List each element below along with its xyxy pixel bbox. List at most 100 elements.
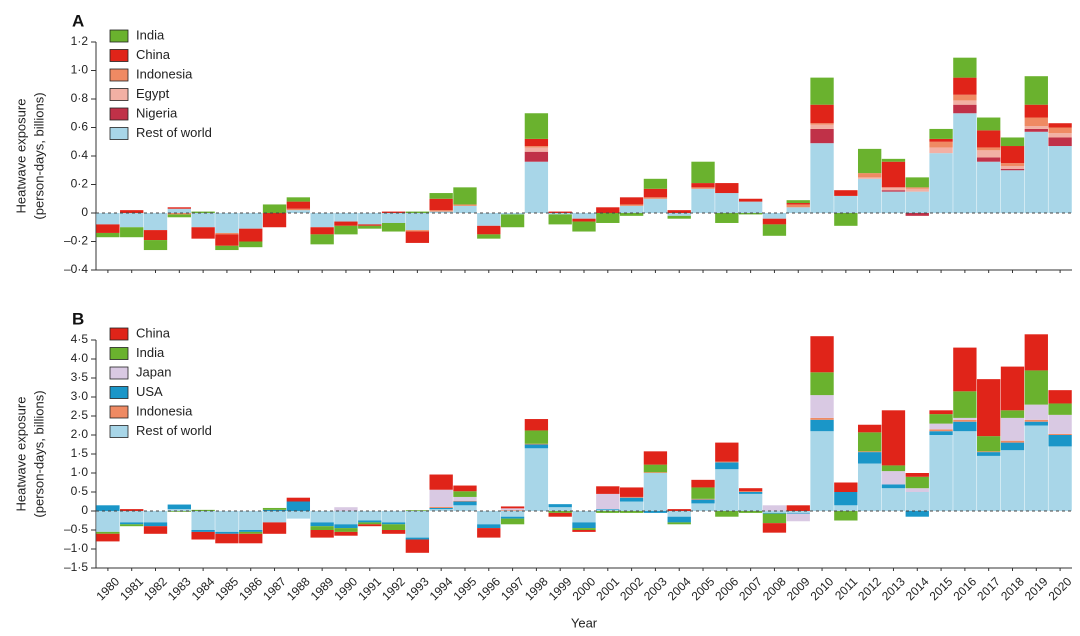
bar-segment-egypt-2015 — [929, 147, 953, 154]
bar-segment-india-1985 — [215, 245, 239, 251]
bar-segment-indonesia-2006 — [715, 461, 739, 463]
bar-segment-rest-of-world-2007 — [738, 201, 763, 213]
bar-segment-rest-of-world-2016 — [953, 113, 977, 213]
bar-segment-china-1995 — [453, 485, 477, 492]
y-tick-label: 0 — [81, 503, 88, 517]
bar-segment-china-1984 — [191, 227, 215, 239]
bar-segment-rest-of-world-1992 — [381, 213, 406, 223]
bar-segment-rest-of-world-1981 — [120, 511, 144, 523]
bar-segment-india-2008 — [762, 224, 787, 236]
bar-segment-china-1987 — [262, 522, 287, 534]
bar-segment-usa-2004 — [667, 516, 691, 523]
bar-segment-china-1986 — [239, 533, 263, 544]
bar-segment-india-2001 — [596, 511, 620, 513]
bar-segment-usa-1984 — [191, 530, 215, 532]
x-tick-label-2018: 2018 — [998, 574, 1027, 603]
bar-segment-india-1997 — [500, 518, 525, 525]
legend-label-china: China — [136, 325, 171, 340]
bar-segment-japan-2001 — [596, 493, 620, 510]
bar-segment-india-1995 — [453, 187, 477, 205]
bar-segment-india-2011 — [834, 511, 858, 521]
bar-segment-rest-of-world-1997 — [500, 213, 525, 215]
bar-segment-indonesia-2003 — [643, 197, 668, 199]
bar-segment-indonesia-1998 — [524, 443, 549, 445]
bar-segment-usa-1991 — [358, 520, 382, 523]
x-tick-label-2007: 2007 — [736, 574, 765, 603]
bar-segment-india-1983 — [167, 511, 191, 512]
bar-segment-rest-of-world-1995 — [453, 505, 477, 511]
bar-segment-rest-of-world-1994 — [429, 211, 453, 213]
y-tick-label: 2·5 — [71, 408, 89, 422]
bar-segment-china-2001 — [596, 207, 620, 213]
bar-segment-india-1983 — [167, 214, 191, 218]
bar-segment-china-2000 — [572, 218, 596, 222]
bar-segment-china-1986 — [239, 228, 263, 242]
bar-segment-rest-of-world-1998 — [524, 448, 549, 511]
bar-segment-china-2000 — [572, 530, 596, 532]
x-tick-label-1997: 1997 — [498, 574, 527, 603]
bar-segment-india-1982 — [143, 240, 168, 251]
bar-segment-china-1994 — [429, 474, 453, 490]
x-tick-label-2009: 2009 — [784, 574, 813, 603]
bar-segment-rest-of-world-1980 — [96, 213, 120, 225]
legend-label-japan: Japan — [136, 364, 171, 379]
bar-segment-usa-1997 — [500, 516, 525, 519]
y-tick-label: –0·5 — [64, 522, 88, 536]
bar-segment-china-2009 — [786, 505, 810, 511]
x-tick-label-2003: 2003 — [641, 574, 670, 603]
bar-segment-india-2014 — [905, 476, 929, 489]
bar-segment-usa-1987 — [262, 509, 287, 511]
bar-segment-india-2016 — [953, 391, 977, 418]
bar-segment-china-2020 — [1048, 123, 1072, 128]
bar-segment-india-1992 — [381, 524, 406, 530]
y-tick-label: 1·0 — [71, 63, 89, 77]
bar-segment-usa-2003 — [643, 511, 668, 513]
y-tick-label: 4·5 — [71, 332, 89, 346]
y-axis-title: Heatwave exposure — [13, 397, 28, 512]
bar-segment-india-2006 — [715, 213, 739, 223]
bar-segment-india-2000 — [572, 528, 596, 530]
bar-segment-rest-of-world-2009 — [786, 511, 810, 513]
bar-segment-usa-1993 — [405, 537, 430, 540]
x-tick-label-1994: 1994 — [427, 574, 456, 603]
bar-segment-rest-of-world-1993 — [405, 213, 430, 231]
bar-segment-india-2012 — [857, 148, 882, 174]
x-tick-label-2010: 2010 — [808, 574, 837, 603]
bar-segment-rest-of-world-2020 — [1048, 446, 1072, 511]
bar-segment-china-1998 — [524, 419, 549, 431]
bar-segment-china-1982 — [143, 526, 168, 534]
bar-segment-china-2014 — [905, 473, 929, 477]
bar-segment-china-1996 — [477, 528, 501, 538]
bar-segment-nigeria-1998 — [524, 151, 549, 162]
bar-segment-rest-of-world-2014 — [905, 492, 929, 511]
y-tick-label: 0·4 — [71, 148, 89, 162]
bar-segment-rest-of-world-2019 — [1024, 131, 1048, 213]
legend-label-china: China — [136, 47, 171, 62]
bar-segment-usa-2020 — [1048, 435, 1072, 447]
bar-segment-japan-2016 — [953, 417, 977, 420]
bar-segment-usa-1999 — [548, 504, 572, 508]
bar-segment-china-1993 — [405, 539, 430, 553]
legend-label-rest-of-world: Rest of world — [136, 125, 212, 140]
legend-label-usa: USA — [136, 384, 163, 399]
panel-letter: A — [72, 11, 84, 30]
bar-segment-egypt-2020 — [1048, 133, 1072, 138]
bar-segment-india-1999 — [548, 511, 572, 513]
bar-segment-india-1987 — [262, 204, 287, 213]
bar-segment-india-1980 — [96, 232, 120, 238]
bar-segment-india-1990 — [334, 528, 358, 532]
bar-segment-usa-2001 — [596, 509, 620, 510]
bar-segment-china-2006 — [715, 442, 739, 462]
bar-segment-usa-1980 — [96, 505, 120, 511]
panel-letter: B — [72, 309, 84, 328]
x-tick-label-1986: 1986 — [236, 574, 265, 603]
bar-segment-india-2017 — [977, 117, 1001, 131]
bar-segment-rest-of-world-1986 — [239, 511, 263, 530]
legend-swatch-china — [109, 49, 129, 62]
bar-segment-indonesia-2002 — [619, 496, 644, 498]
bar-segment-china-1982 — [143, 230, 168, 241]
bar-segment-indonesia-2010 — [810, 417, 834, 420]
bar-segment-japan-2018 — [1000, 417, 1025, 441]
bar-segment-rest-of-world-2002 — [619, 205, 644, 213]
